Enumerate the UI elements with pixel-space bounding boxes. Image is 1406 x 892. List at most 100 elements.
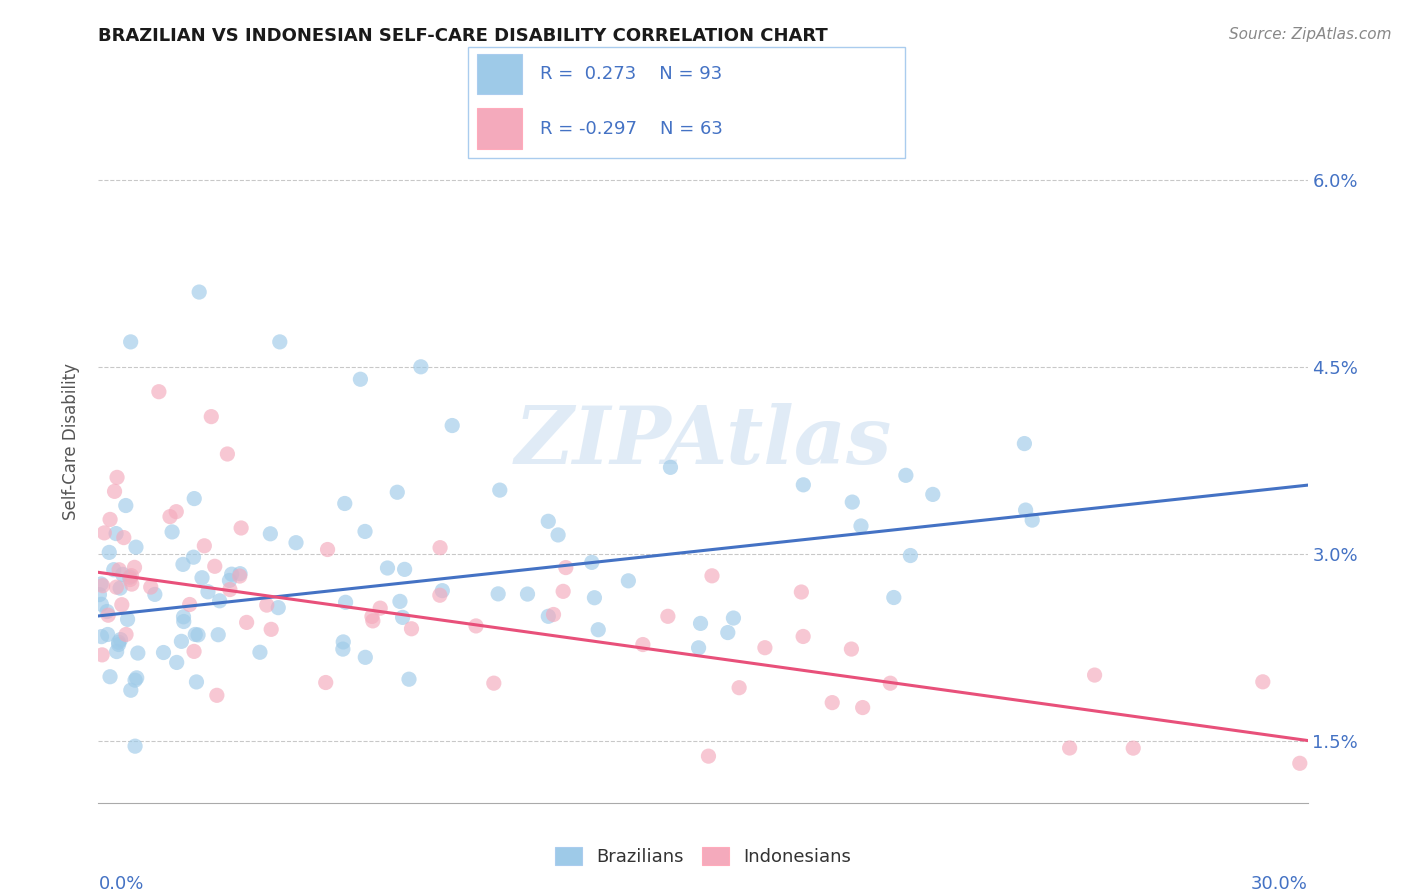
Point: [269, 334, 291, 349]
Point: [124, 560, 146, 574]
Point: [124, 739, 146, 754]
Point: [173, 615, 195, 629]
Point: [792, 630, 814, 644]
Point: [543, 607, 565, 622]
Point: [361, 609, 384, 624]
Point: [90, 630, 112, 644]
Point: [894, 468, 917, 483]
Point: [285, 535, 308, 549]
Point: [165, 505, 187, 519]
Point: [114, 499, 136, 513]
FancyBboxPatch shape: [478, 109, 523, 149]
Point: [173, 609, 195, 624]
Point: [107, 638, 129, 652]
Point: [91, 579, 114, 593]
Point: [1014, 503, 1036, 517]
Point: [659, 460, 682, 475]
Legend: Brazilians, Indonesians: Brazilians, Indonesians: [547, 839, 859, 873]
Point: [219, 582, 242, 597]
Point: [723, 611, 745, 625]
Point: [183, 644, 205, 658]
Point: [193, 539, 215, 553]
Point: [188, 285, 211, 299]
Point: [852, 700, 875, 714]
Point: [537, 514, 560, 528]
Text: BRAZILIAN VS INDONESIAN SELF-CARE DISABILITY CORRELATION CHART: BRAZILIAN VS INDONESIAN SELF-CARE DISABI…: [98, 27, 828, 45]
Point: [111, 598, 134, 612]
Point: [124, 673, 146, 688]
Point: [120, 683, 142, 698]
Point: [229, 566, 252, 581]
Point: [316, 542, 339, 557]
Point: [332, 642, 354, 657]
Point: [717, 625, 740, 640]
Point: [207, 628, 229, 642]
Point: [98, 670, 121, 684]
Point: [200, 409, 222, 424]
Point: [465, 619, 488, 633]
Point: [259, 526, 281, 541]
Point: [883, 591, 905, 605]
Point: [120, 334, 142, 349]
Point: [547, 528, 569, 542]
Point: [401, 622, 423, 636]
Point: [118, 570, 141, 584]
Point: [125, 540, 148, 554]
Point: [204, 559, 226, 574]
Point: [689, 616, 711, 631]
Point: [217, 447, 239, 461]
Point: [537, 609, 560, 624]
Point: [98, 545, 121, 559]
Point: [900, 549, 922, 563]
Point: [183, 550, 205, 565]
Point: [432, 583, 454, 598]
Point: [170, 634, 193, 648]
Point: [482, 676, 505, 690]
Point: [429, 588, 451, 602]
Point: [208, 594, 231, 608]
Point: [117, 612, 139, 626]
Text: 30.0%: 30.0%: [1251, 875, 1308, 892]
Point: [391, 610, 413, 624]
Point: [159, 509, 181, 524]
Point: [377, 561, 399, 575]
Point: [553, 584, 575, 599]
Point: [332, 635, 354, 649]
Point: [1021, 513, 1043, 527]
Point: [191, 571, 214, 585]
Point: [97, 608, 120, 623]
Point: [108, 581, 131, 595]
Point: [841, 642, 863, 657]
Point: [166, 656, 188, 670]
Point: [488, 483, 510, 497]
Point: [115, 627, 138, 641]
Text: R =  0.273    N = 93: R = 0.273 N = 93: [540, 65, 723, 83]
Point: [139, 580, 162, 594]
Point: [98, 512, 121, 526]
Point: [581, 555, 603, 569]
Point: [398, 672, 420, 686]
Point: [205, 689, 228, 703]
Point: [152, 646, 174, 660]
Point: [387, 485, 409, 500]
Point: [105, 470, 128, 484]
Point: [249, 645, 271, 659]
Point: [617, 574, 640, 588]
Point: [186, 675, 208, 690]
Point: [267, 600, 290, 615]
Point: [849, 519, 872, 533]
Point: [120, 573, 142, 587]
Point: [697, 749, 720, 764]
Point: [1059, 741, 1081, 756]
Point: [111, 567, 134, 582]
Text: ZIPAtlas: ZIPAtlas: [515, 403, 891, 480]
Point: [256, 598, 278, 612]
Point: [90, 577, 112, 591]
Point: [93, 525, 115, 540]
Point: [112, 531, 135, 545]
Point: [429, 541, 451, 555]
Point: [91, 648, 114, 662]
Point: [1122, 741, 1144, 756]
Point: [148, 384, 170, 399]
Point: [631, 638, 654, 652]
